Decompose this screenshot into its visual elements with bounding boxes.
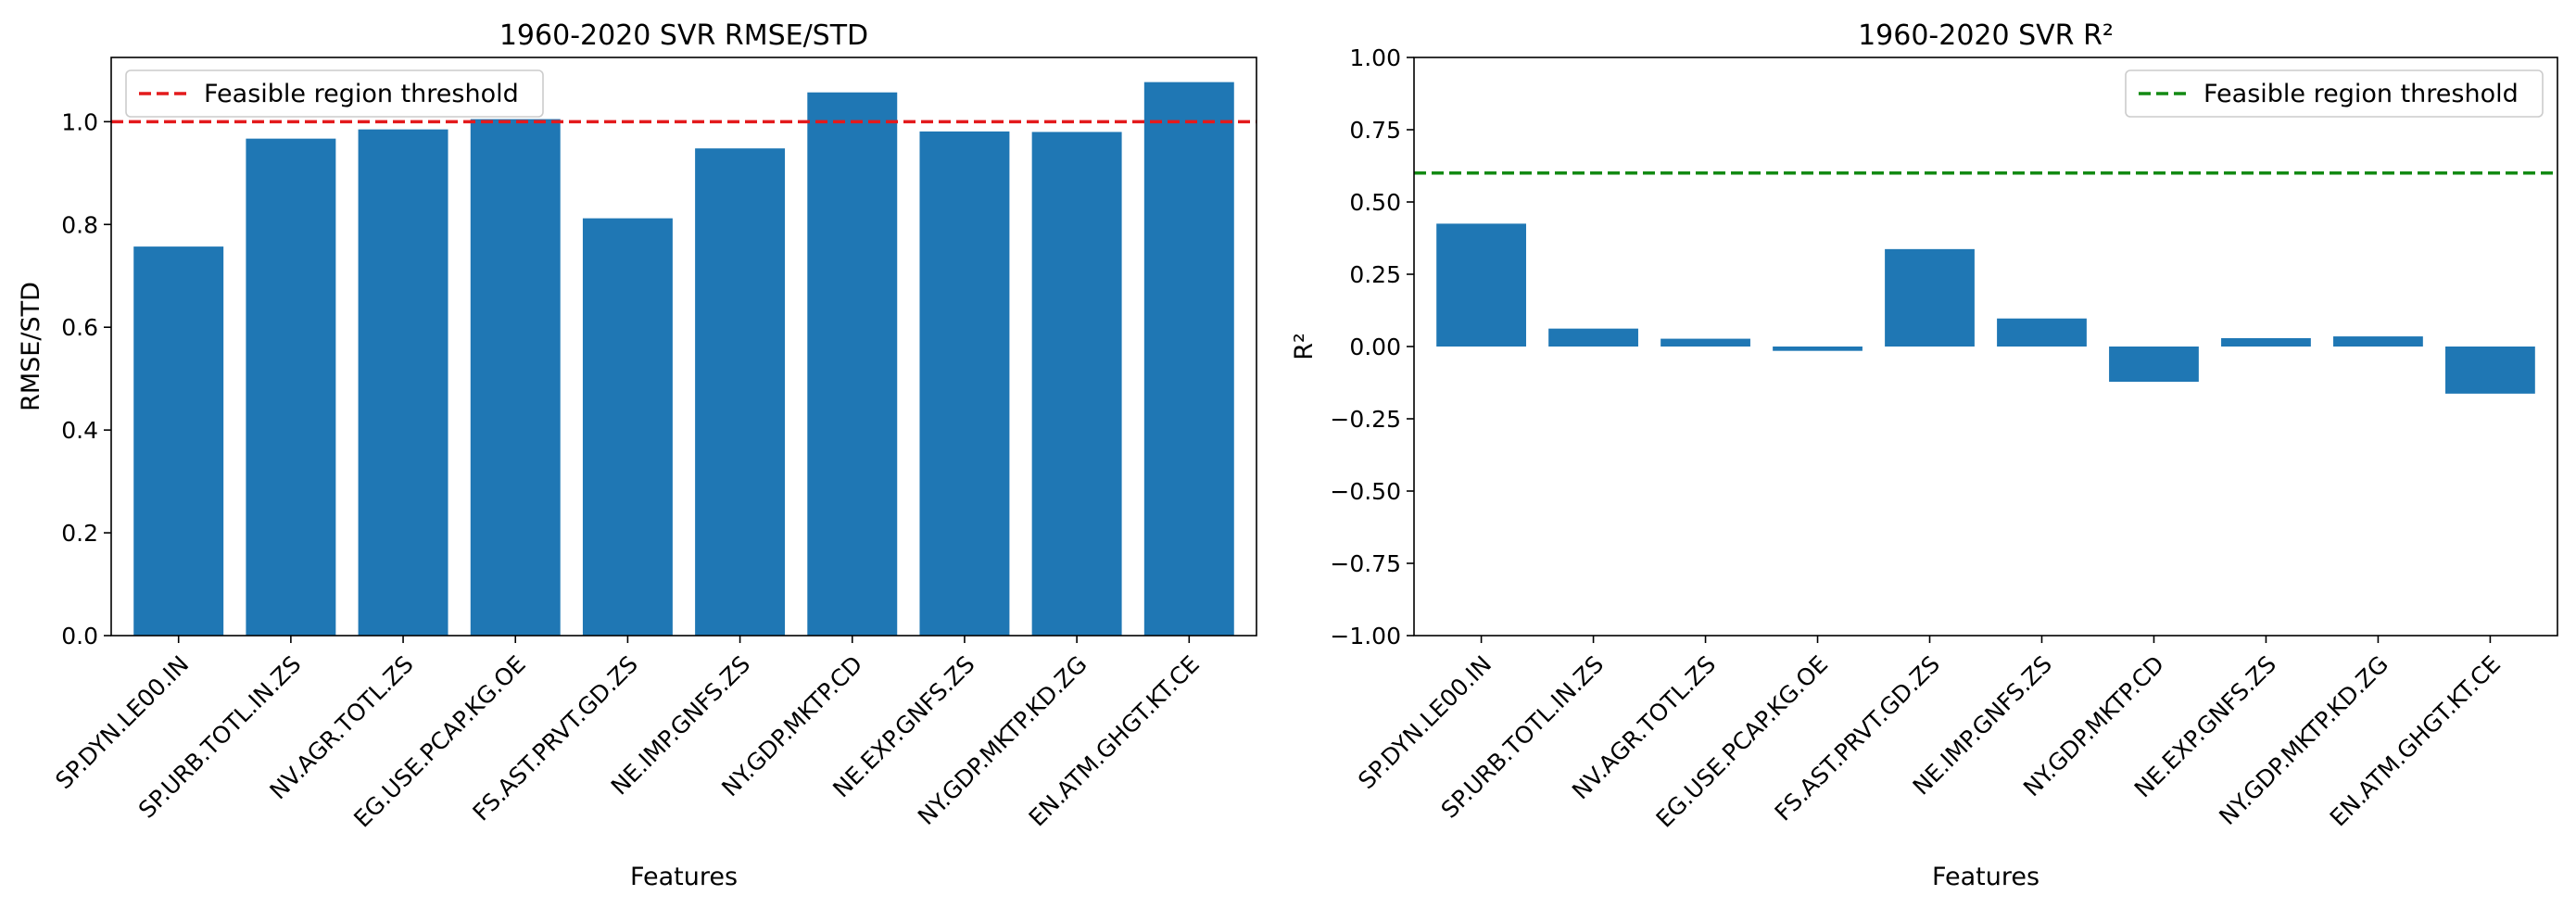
legend-box	[2125, 69, 2544, 118]
bar-3	[1773, 347, 1863, 351]
y-tick-label: −0.75	[1330, 550, 1401, 577]
y-tick-label: −1.00	[1330, 623, 1401, 649]
y-tick-label: 0.75	[1349, 117, 1401, 144]
y-tick-label: 0.00	[1349, 334, 1401, 360]
bar-2	[1661, 338, 1750, 347]
bar-4	[1885, 248, 1975, 347]
y-tick-label: 1.0	[61, 108, 98, 135]
bar-2	[358, 129, 448, 637]
y-tick-label: 0.8	[61, 211, 98, 238]
bar-5	[1997, 318, 2087, 347]
bar-3	[470, 119, 561, 636]
bar-6	[807, 92, 898, 636]
chart-panel-0: 1960-2020 SVR RMSE/STD 0.0 0.2 0.4 0.6 0.8 1.0…	[17, 19, 1257, 891]
y-axis-label: R²	[1290, 333, 1319, 360]
bar-7	[2221, 337, 2311, 347]
x-axis-label: Features	[1932, 863, 2039, 891]
bar-0	[133, 246, 224, 636]
bar-1	[1548, 328, 1638, 347]
bar-5	[695, 148, 786, 636]
bar-1	[246, 138, 336, 636]
bar-7	[919, 131, 1010, 636]
y-tick-label: 1.00	[1349, 44, 1401, 71]
bar-8	[1031, 132, 1122, 637]
chart-title: 1960-2020 SVR R²	[1858, 19, 2114, 52]
y-tick-label: 0.50	[1349, 189, 1401, 216]
legend: Feasible region threshold	[2125, 69, 2544, 118]
chart-title: 1960-2020 SVR RMSE/STD	[499, 19, 868, 52]
y-tick-label: 0.25	[1349, 261, 1401, 288]
y-tick-label: −0.25	[1330, 406, 1401, 433]
legend-label: Feasible region threshold	[2203, 80, 2519, 108]
chart-panel-1: 1960-2020 SVR R² −1.00 −0.75 −0.50 −0.25 0.00…	[1290, 19, 2558, 891]
y-tick-label: −0.50	[1330, 478, 1401, 505]
legend-box	[125, 69, 544, 118]
bar-6	[2109, 347, 2199, 383]
y-tick-label: 0.6	[61, 314, 98, 341]
y-tick-label: 0.2	[61, 520, 98, 547]
axes-frame	[110, 57, 1257, 637]
bar-0	[1436, 223, 1526, 347]
x-axis-label: Features	[630, 863, 738, 891]
bar-9	[1143, 82, 1234, 636]
legend-label: Feasible region threshold	[204, 80, 519, 108]
bar-8	[2333, 336, 2423, 347]
y-axis-label: RMSE/STD	[17, 282, 45, 411]
y-tick-label: 0.0	[61, 623, 98, 649]
bar-9	[2445, 347, 2535, 394]
bar-4	[582, 218, 673, 637]
y-tick-label: 0.4	[61, 417, 98, 444]
legend: Feasible region threshold	[125, 69, 544, 118]
